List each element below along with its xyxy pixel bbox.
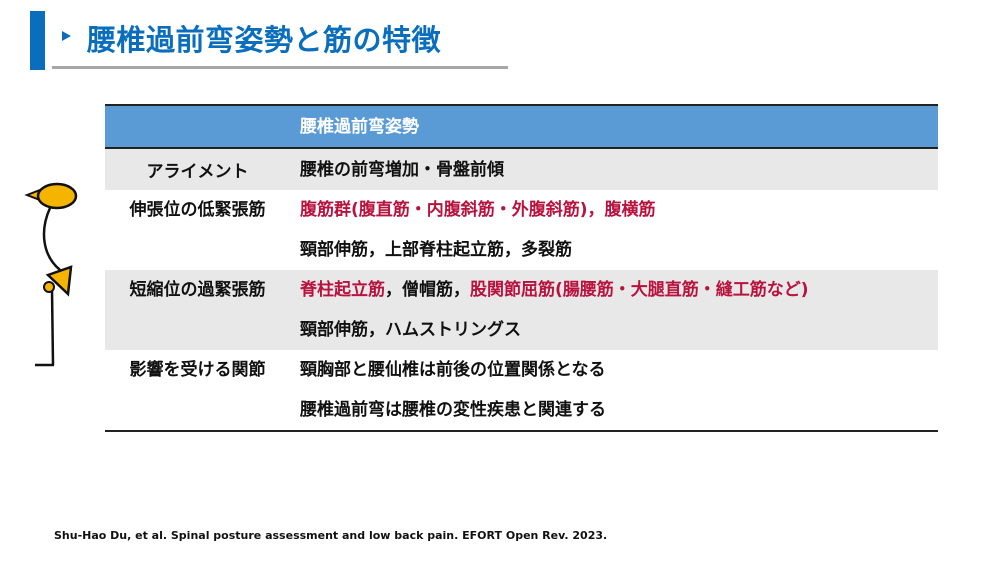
title-accent-bar [30, 11, 45, 70]
page-title: 腰椎過前弯姿勢と筋の特徴 [87, 23, 442, 57]
content-line: 頸部伸筋，ハムストリングス [300, 310, 809, 350]
highlighted-muscle-text: 脊柱起立筋 [300, 280, 385, 300]
title-bullet-icon [62, 31, 71, 41]
content-text: 頸部伸筋，ハムストリングス [300, 320, 521, 340]
posture-stick-figure-icon [24, 182, 78, 367]
row-label: 短縮位の過緊張筋 [129, 280, 266, 300]
content-text: 頸胸部と腰仙椎は前後の位置関係となる [300, 360, 606, 380]
row-label: アライメント [146, 162, 249, 182]
content-line: 腹筋群(腹直筋・内腹斜筋・外腹斜筋)，腹横筋 [300, 190, 656, 230]
title-underline [52, 66, 508, 69]
table-row: アライメント 腰椎の前弯増加・骨盤前傾 [105, 149, 938, 190]
row-content: 脊柱起立筋，僧帽筋，股関節屈筋(腸腰筋・大腿直筋・縫工筋など) 頸部伸筋，ハムスト… [290, 270, 809, 350]
row-content: 腹筋群(腹直筋・内腹斜筋・外腹斜筋)，腹横筋 頸部伸筋，上部脊柱起立筋，多裂筋 [290, 190, 656, 270]
row-content: 腰椎の前弯増加・骨盤前傾 [290, 150, 504, 190]
content-text: 腰椎の前弯増加・骨盤前傾 [300, 159, 504, 180]
highlighted-muscle-text: 腹筋群(腹直筋・内腹斜筋・外腹斜筋)，腹横筋 [300, 200, 656, 220]
table-row: 短縮位の過緊張筋 脊柱起立筋，僧帽筋，股関節屈筋(腸腰筋・大腿直筋・縫工筋など) 頸… [105, 270, 938, 350]
table-row: 伸張位の低緊張筋 腹筋群(腹直筋・内腹斜筋・外腹斜筋)，腹横筋 頸部伸筋，上部脊柱起… [105, 190, 938, 270]
header-cell: 腰椎過前弯姿勢 [300, 116, 419, 137]
content-text: 腰椎過前弯は腰椎の変性疾患と関連する [300, 400, 606, 420]
content-line: 腰椎過前弯は腰椎の変性疾患と関連する [300, 390, 606, 430]
table-header: 腰椎過前弯姿勢 [105, 106, 938, 149]
content-line: 脊柱起立筋，僧帽筋，股関節屈筋(腸腰筋・大腿直筋・縫工筋など) [300, 270, 809, 310]
content-line: 頸部伸筋，上部脊柱起立筋，多裂筋 [300, 230, 656, 270]
content-text: ，僧帽筋， [385, 280, 470, 300]
content-line: 頸胸部と腰仙椎は前後の位置関係となる [300, 350, 606, 390]
content-line: 腰椎の前弯増加・骨盤前傾 [300, 150, 504, 190]
table-row: 影響を受ける関節 頸胸部と腰仙椎は前後の位置関係となる 腰椎過前弯は腰椎の変性疾患と… [105, 350, 938, 430]
highlighted-muscle-text: 股関節屈筋(腸腰筋・大腿直筋・縫工筋など) [470, 280, 809, 300]
content-text: 頸部伸筋，上部脊柱起立筋，多裂筋 [300, 240, 572, 260]
row-content: 頸胸部と腰仙椎は前後の位置関係となる 腰椎過前弯は腰椎の変性疾患と関連する [290, 350, 606, 430]
posture-table: 腰椎過前弯姿勢 アライメント 腰椎の前弯増加・骨盤前傾伸張位の低緊張筋 腹筋群(腹直… [105, 104, 938, 432]
row-label: 影響を受ける関節 [129, 360, 266, 380]
row-label: 伸張位の低緊張筋 [129, 200, 266, 220]
citation: Shu-Hao Du, et al. Spinal posture assess… [54, 529, 608, 542]
